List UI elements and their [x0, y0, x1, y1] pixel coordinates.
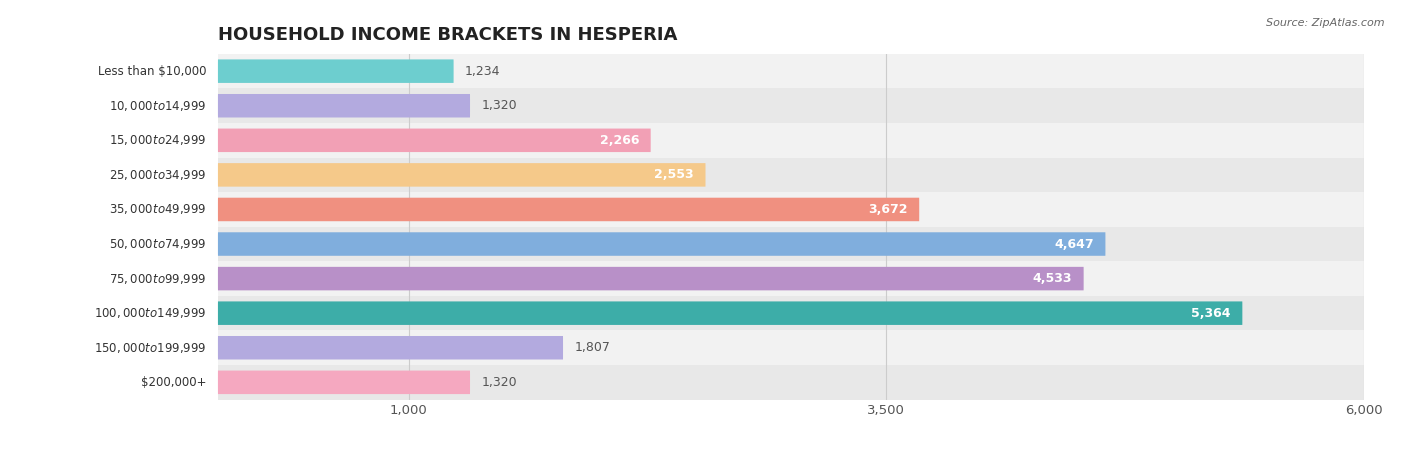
Text: 2,553: 2,553: [654, 168, 695, 181]
FancyBboxPatch shape: [218, 94, 470, 118]
Text: $15,000 to $24,999: $15,000 to $24,999: [110, 133, 207, 147]
Text: $10,000 to $14,999: $10,000 to $14,999: [110, 99, 207, 113]
Bar: [218, 123, 1364, 158]
Text: 2,266: 2,266: [600, 134, 640, 147]
Text: 1,234: 1,234: [465, 65, 501, 78]
FancyBboxPatch shape: [218, 267, 1084, 291]
Bar: [218, 192, 1364, 227]
Text: $75,000 to $99,999: $75,000 to $99,999: [110, 272, 207, 286]
Text: $25,000 to $34,999: $25,000 to $34,999: [110, 168, 207, 182]
FancyBboxPatch shape: [218, 301, 1243, 325]
Bar: [218, 261, 1364, 296]
Text: 1,320: 1,320: [481, 376, 517, 389]
Bar: [218, 227, 1364, 261]
Text: $200,000+: $200,000+: [142, 376, 207, 389]
Text: 3,672: 3,672: [869, 203, 908, 216]
Text: 5,364: 5,364: [1191, 307, 1230, 320]
Text: 1,320: 1,320: [481, 99, 517, 112]
Text: $50,000 to $74,999: $50,000 to $74,999: [110, 237, 207, 251]
FancyBboxPatch shape: [218, 370, 470, 394]
Bar: [218, 330, 1364, 365]
FancyBboxPatch shape: [218, 163, 706, 187]
Bar: [218, 365, 1364, 400]
Bar: [218, 296, 1364, 330]
FancyBboxPatch shape: [218, 128, 651, 152]
Text: Less than $10,000: Less than $10,000: [98, 65, 207, 78]
Bar: [218, 158, 1364, 192]
FancyBboxPatch shape: [218, 336, 562, 360]
Text: HOUSEHOLD INCOME BRACKETS IN HESPERIA: HOUSEHOLD INCOME BRACKETS IN HESPERIA: [218, 26, 678, 44]
FancyBboxPatch shape: [218, 232, 1105, 256]
Text: $150,000 to $199,999: $150,000 to $199,999: [94, 341, 207, 355]
Bar: [218, 54, 1364, 88]
Text: $35,000 to $49,999: $35,000 to $49,999: [110, 202, 207, 216]
FancyBboxPatch shape: [218, 198, 920, 221]
Text: $100,000 to $149,999: $100,000 to $149,999: [94, 306, 207, 320]
FancyBboxPatch shape: [218, 59, 454, 83]
Text: Source: ZipAtlas.com: Source: ZipAtlas.com: [1267, 18, 1385, 28]
Bar: [218, 88, 1364, 123]
Text: 1,807: 1,807: [575, 341, 610, 354]
Text: 4,647: 4,647: [1054, 238, 1094, 251]
Text: 4,533: 4,533: [1032, 272, 1073, 285]
